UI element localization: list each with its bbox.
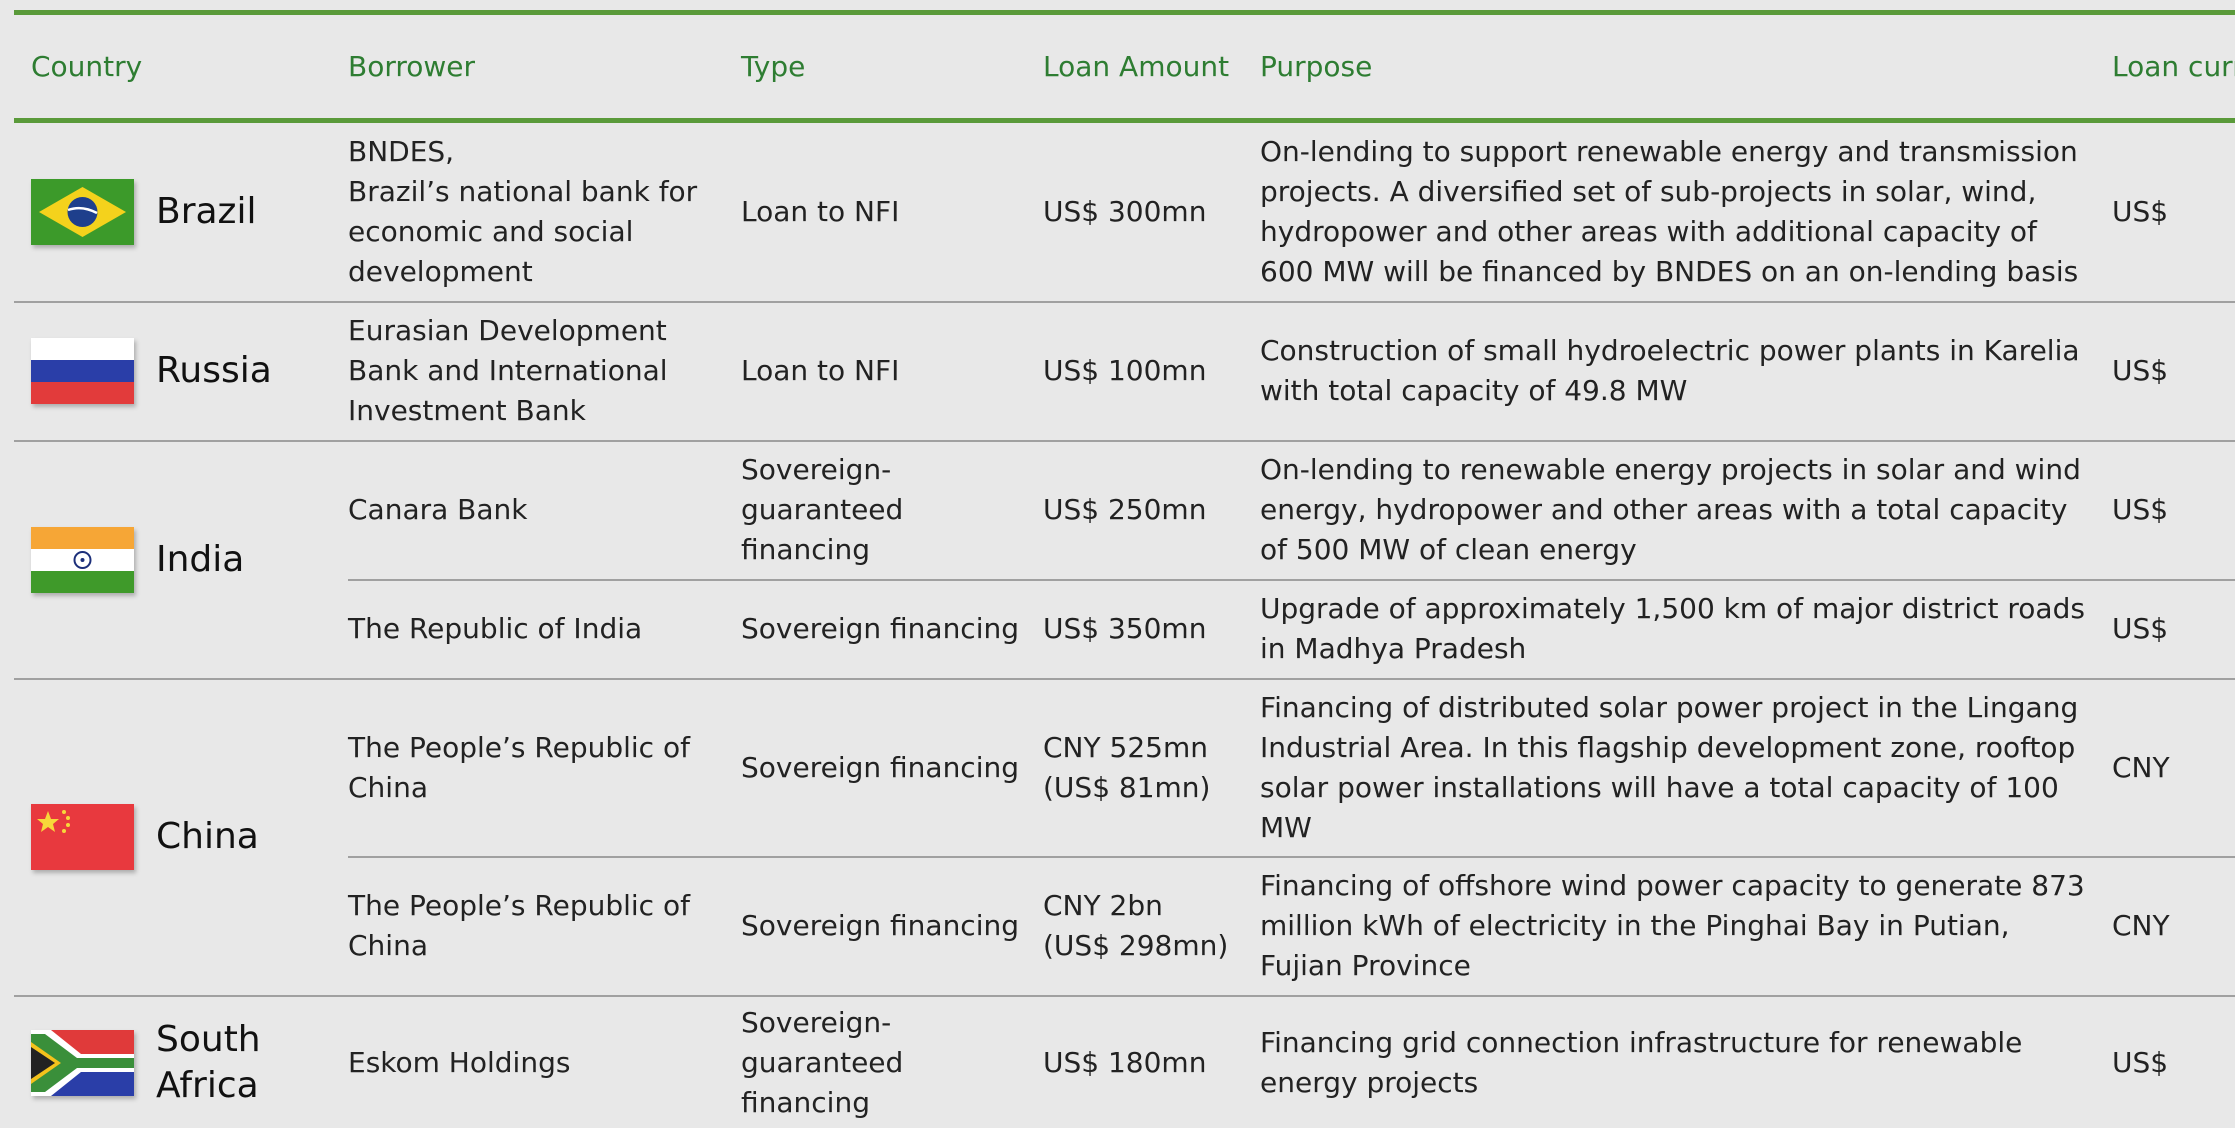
purpose-cell: Upgrade of approximately 1,500 km of maj… <box>1260 579 2112 680</box>
loan-table: Country Borrower Type Loan Amount Purpose Loa… <box>14 10 2235 1128</box>
flag <box>31 178 134 245</box>
flag <box>31 1029 134 1096</box>
column-header: Country <box>14 12 348 123</box>
loan-row: South Africa Eskom Holdings Sovereign-guar… <box>14 995 2235 1128</box>
currency-cell: CNY <box>2112 856 2235 997</box>
type-cell: Sovereign-guaranteed financing <box>741 440 1043 581</box>
amount-cell: US$ 300mn <box>1043 120 1260 303</box>
flag <box>31 526 134 593</box>
amount-cell: US$ 350mn <box>1043 579 1260 680</box>
header-row: Country Borrower Type Loan Amount Purpose Loa… <box>14 12 2235 123</box>
flag <box>31 338 134 404</box>
loan-row: The People’s Republic of China Sovereign … <box>14 856 2235 997</box>
country: South Africa <box>31 1017 324 1109</box>
country-cell: South Africa <box>14 995 348 1128</box>
borrower-cell: The Republic of India <box>348 579 741 680</box>
column-header: Borrower <box>348 12 741 123</box>
borrower-cell: The People’s Republic of China <box>348 678 741 858</box>
country: China <box>31 804 324 870</box>
type-cell: Sovereign financing <box>741 678 1043 858</box>
amount-cell: US$ 100mn <box>1043 301 1260 442</box>
type-cell: Sovereign-guaranteed financing <box>741 995 1043 1128</box>
country: Brazil <box>31 178 324 245</box>
amount-cell: CNY 525mn (US$ 81mn) <box>1043 678 1260 858</box>
loan-row: China The People’s Republic of China Sover… <box>14 678 2235 997</box>
country-name: Russia <box>156 350 272 391</box>
purpose-cell: Construction of small hydroelectric powe… <box>1260 301 2112 442</box>
borrower-cell: Canara Bank <box>348 440 741 581</box>
currency-cell: CNY <box>2112 678 2235 858</box>
currency-cell: US$ <box>2112 120 2235 303</box>
purpose-cell: On-lending to support renewable energy a… <box>1260 120 2112 303</box>
currency-cell: US$ <box>2112 579 2235 680</box>
column-header: Type <box>741 12 1043 123</box>
country-name: South Africa <box>156 1018 261 1106</box>
borrower-cell: Eurasian Development Bank and Internatio… <box>348 301 741 442</box>
amount-cell: US$ 180mn <box>1043 995 1260 1128</box>
loan-row: Russia Eurasian Development Bank and Inte… <box>14 301 2235 442</box>
country-cell: Russia <box>14 301 348 442</box>
column-header: Loan Amount <box>1043 12 1260 123</box>
country: India <box>31 526 324 593</box>
borrower-cell: BNDES, Brazil’s national bank for econom… <box>348 120 741 303</box>
country-cell: India <box>14 440 348 680</box>
flag <box>31 804 134 870</box>
loan-row: The Republic of India Sovereign financing… <box>14 579 2235 680</box>
purpose-cell: Financing of offshore wind power capacit… <box>1260 856 2112 997</box>
currency-cell: US$ <box>2112 995 2235 1128</box>
column-header: Loan currency <box>2112 12 2235 123</box>
country-cell: Brazil <box>14 120 348 303</box>
amount-cell: US$ 250mn <box>1043 440 1260 581</box>
type-cell: Loan to NFI <box>741 301 1043 442</box>
purpose-cell: Financing grid connection infrastructure… <box>1260 995 2112 1128</box>
purpose-cell: Financing of distributed solar power pro… <box>1260 678 2112 858</box>
purpose-cell: On-lending to renewable energy projects … <box>1260 440 2112 581</box>
column-header: Purpose <box>1260 12 2112 123</box>
country-name: Brazil <box>156 190 257 232</box>
borrower-cell: The People’s Republic of China <box>348 856 741 997</box>
country-name: China <box>156 816 259 857</box>
currency-cell: US$ <box>2112 301 2235 442</box>
type-cell: Loan to NFI <box>741 120 1043 303</box>
country: Russia <box>31 338 324 404</box>
amount-cell: CNY 2bn (US$ 298mn) <box>1043 856 1260 997</box>
country-name: India <box>156 538 245 580</box>
type-cell: Sovereign financing <box>741 856 1043 997</box>
currency-cell: US$ <box>2112 440 2235 581</box>
borrower-cell: Eskom Holdings <box>348 995 741 1128</box>
country-cell: China <box>14 678 348 997</box>
table-wrap: Country Borrower Type Loan Amount Purpose Loa… <box>14 0 2235 1128</box>
loan-row: Brazil BNDES, Brazil’s national bank for … <box>14 120 2235 303</box>
type-cell: Sovereign financing <box>741 579 1043 680</box>
loan-row: India Canara Bank Sovereign-guaranteed fin… <box>14 440 2235 680</box>
